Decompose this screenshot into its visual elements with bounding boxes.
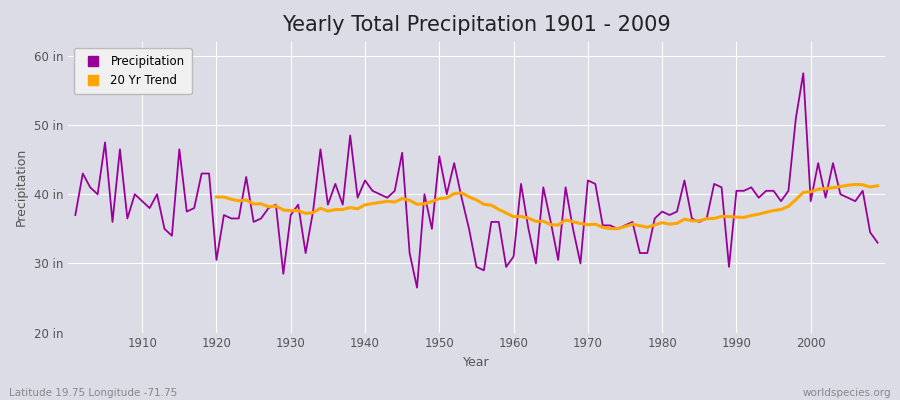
Text: worldspecies.org: worldspecies.org — [803, 388, 891, 398]
Precipitation — [508, 254, 519, 259]
Precipitation — [411, 285, 422, 290]
Precipitation — [292, 202, 303, 207]
20 Yr Trend — [411, 202, 422, 207]
20 Yr Trend — [872, 183, 883, 188]
20 Yr Trend — [679, 217, 689, 222]
Precipitation — [338, 202, 348, 207]
Precipitation — [872, 240, 883, 245]
X-axis label: Year: Year — [464, 356, 490, 369]
Precipitation — [70, 213, 81, 218]
Precipitation — [798, 71, 809, 76]
Line: Precipitation: Precipitation — [76, 73, 878, 288]
Text: Latitude 19.75 Longitude -71.75: Latitude 19.75 Longitude -71.75 — [9, 388, 177, 398]
20 Yr Trend — [783, 204, 794, 209]
20 Yr Trend — [605, 226, 616, 231]
20 Yr Trend — [769, 208, 779, 213]
Precipitation — [516, 182, 526, 186]
Line: 20 Yr Trend: 20 Yr Trend — [217, 184, 878, 229]
Precipitation — [605, 223, 616, 228]
Y-axis label: Precipitation: Precipitation — [15, 148, 28, 226]
Legend: Precipitation, 20 Yr Trend: Precipitation, 20 Yr Trend — [74, 48, 192, 94]
20 Yr Trend — [858, 182, 868, 187]
Title: Yearly Total Precipitation 1901 - 2009: Yearly Total Precipitation 1901 - 2009 — [282, 15, 670, 35]
Precipitation — [130, 192, 140, 197]
20 Yr Trend — [301, 211, 311, 216]
20 Yr Trend — [850, 182, 860, 187]
20 Yr Trend — [212, 195, 222, 200]
